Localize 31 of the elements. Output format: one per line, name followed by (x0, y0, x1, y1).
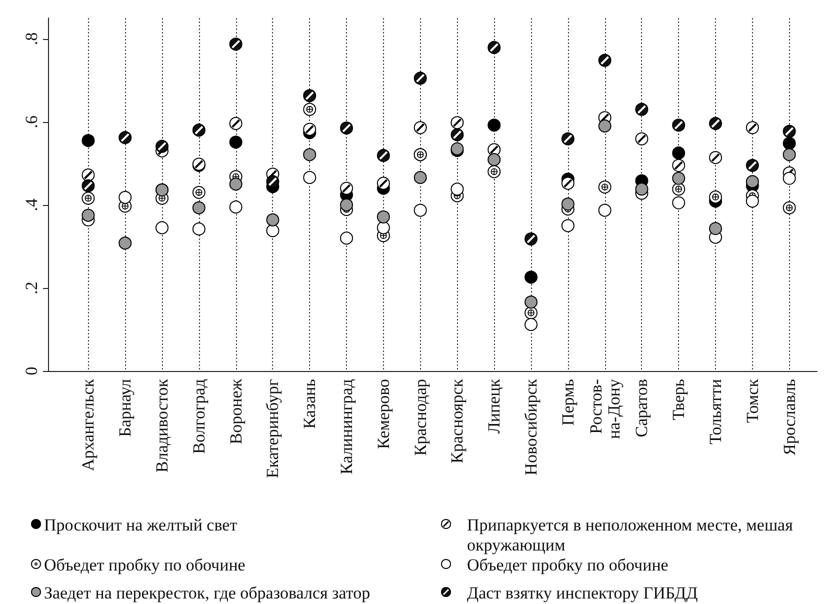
legend-label: Объедет пробку по обочине (44, 556, 246, 574)
x-tick-label: Волгоград (189, 378, 208, 454)
x-tick-label: Ярославль (780, 378, 799, 456)
legend-label: Проскочит на желтый свет (44, 516, 238, 534)
x-tick-label: Казань (300, 378, 320, 429)
x-tick-label: Краснодар (410, 379, 430, 456)
x-tick-label: Воронеж (226, 378, 246, 444)
x-tick-label: Саратов (632, 379, 652, 438)
y-tick-label: 0 (22, 366, 41, 376)
y-tick-label: .8 (22, 32, 41, 46)
x-tick-label: Екатеринбург (263, 378, 282, 478)
x-tick-label: Архангельск (78, 378, 98, 472)
y-tick-label: .6 (22, 115, 41, 128)
x-tick-label: Калининград (337, 378, 356, 474)
x-tick-label: Тверь (669, 378, 688, 420)
legend-label: Объедет пробку по обочине (467, 556, 668, 574)
x-tick-label: Тольятти (706, 379, 726, 444)
x-tick-label: Красноярск (448, 378, 467, 464)
y-tick-label: .2 (22, 282, 41, 294)
x-tick-label: Ростов- на-Дону (586, 378, 624, 439)
x-tick-label: Томск (742, 378, 762, 423)
x-tick-label: Новосибирск (522, 378, 541, 476)
x-tick-label: Пермь (558, 378, 578, 426)
x-tick-label: Владивосток (152, 378, 172, 472)
legend-label: Заедет на перекресток, где образовался затор (44, 584, 370, 602)
x-tick-label: Кемерово (374, 379, 393, 449)
y-tick-label: .4 (22, 198, 41, 212)
legend-label: Припаркуется в неположенном месте, мешая окружающим (467, 516, 794, 554)
x-tick-label: Барнаул (116, 378, 135, 437)
legend-label: Даст взятку инспектору ГИБДД (467, 584, 698, 602)
x-tick-label: Липецк (484, 378, 504, 434)
